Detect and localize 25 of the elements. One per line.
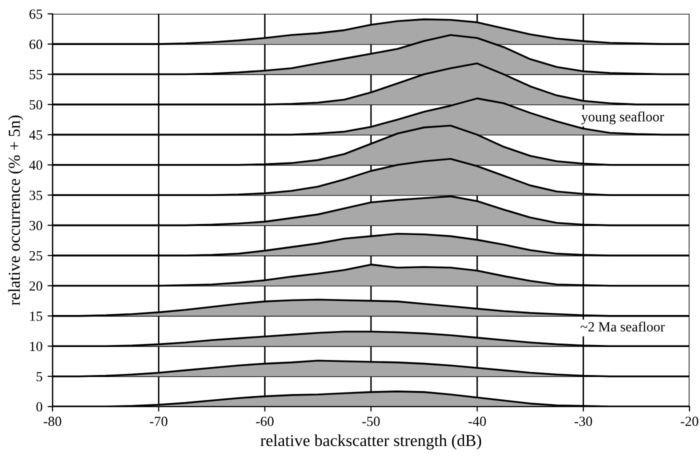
x-axis-title: relative backscatter strength (dB) xyxy=(260,434,482,450)
y-tick-label: 50 xyxy=(30,100,42,110)
y-tick-label: 35 xyxy=(30,190,42,200)
y-tick-label: 30 xyxy=(30,220,42,230)
x-tick-label: -40 xyxy=(468,416,486,426)
y-tick-label: 60 xyxy=(29,40,42,50)
y-tick-label: 15 xyxy=(30,312,42,321)
x-tick-label: -30 xyxy=(574,416,592,426)
y-tick-label: 65 xyxy=(29,9,42,19)
y-tick-label: 20 xyxy=(30,281,42,291)
y-tick-label: 45 xyxy=(29,130,42,140)
y-tick-label: 40 xyxy=(29,160,42,170)
y-tick-label: 55 xyxy=(30,70,42,80)
x-tick-label: -80 xyxy=(44,416,62,426)
x-tick-label: -60 xyxy=(256,416,274,426)
annotation: ~2 Ma seafloor xyxy=(580,322,665,332)
x-tick-label: -70 xyxy=(150,416,168,426)
y-tick-label: 25 xyxy=(30,251,42,260)
x-tick-label: -20 xyxy=(680,416,698,426)
annotation: young seafloor xyxy=(581,112,664,124)
y-tick-label: 10 xyxy=(30,342,42,352)
y-axis-title: relative occurrence (% + 5n) xyxy=(8,116,24,306)
y-tick-label: 0 xyxy=(36,402,42,412)
x-tick-label: -50 xyxy=(362,416,380,426)
y-tick-label: 5 xyxy=(36,372,42,382)
